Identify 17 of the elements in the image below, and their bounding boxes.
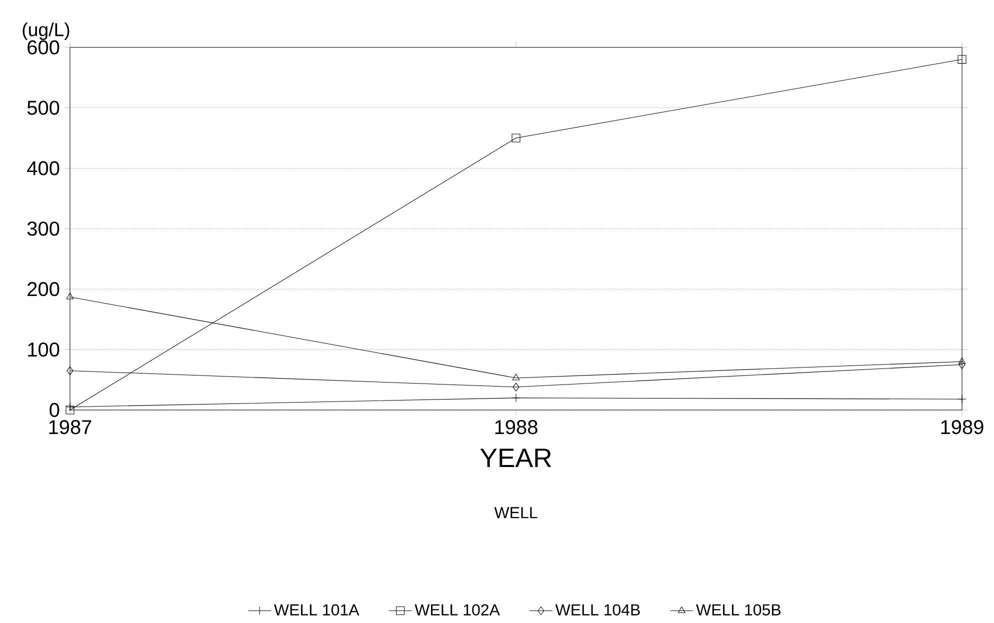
y-tick-label: 400 [27, 161, 60, 176]
legend-title: WELL [494, 507, 538, 518]
x-tick-label: 1989 [941, 420, 984, 434]
legend-label: WELL 102A [414, 604, 500, 616]
y-tick-label: 0 [50, 403, 60, 418]
y-tick-label: 100 [28, 342, 60, 357]
legend-label: WELL 104B [555, 604, 640, 616]
y-tick-label: 300 [27, 222, 60, 236]
x-tick-label: 1988 [495, 420, 538, 434]
y-axis-title: (ug/L) [22, 22, 70, 40]
x-tick-label: 1987 [49, 420, 92, 434]
y-tick-label: 200 [28, 282, 60, 296]
legend-label: WELL 105B [696, 604, 780, 616]
legend-label: WELL 101A [274, 604, 360, 616]
y-tick-label: 500 [27, 100, 60, 116]
x-axis-title: YEAR [480, 448, 552, 468]
y-tick-label: 600 [28, 40, 60, 55]
